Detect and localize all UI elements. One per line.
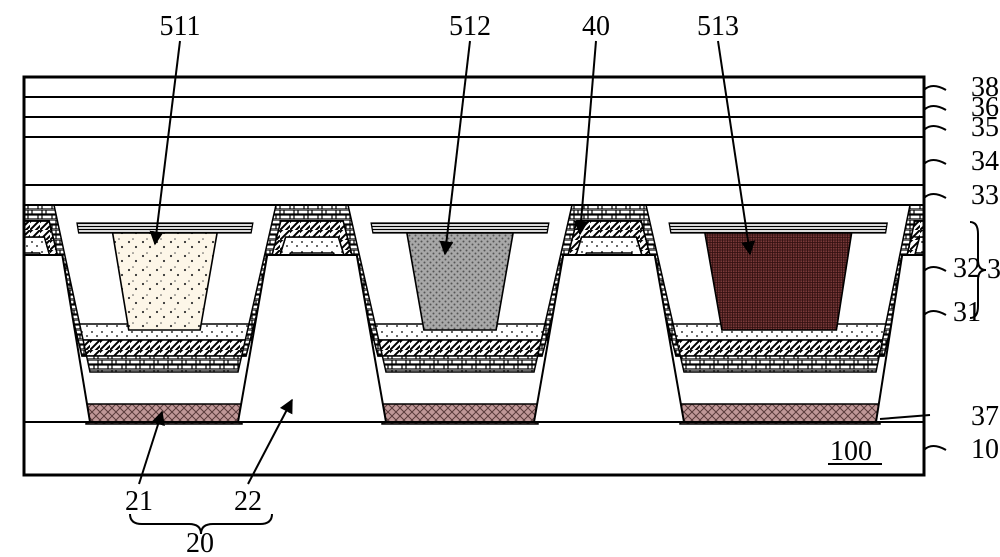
svg-text:32: 32 bbox=[953, 253, 981, 284]
svg-text:34: 34 bbox=[971, 146, 999, 177]
svg-text:10: 10 bbox=[971, 434, 999, 465]
svg-text:20: 20 bbox=[186, 528, 214, 557]
diagram-svg: 3836353433511512405133231303710212220100 bbox=[0, 0, 1000, 557]
svg-text:30: 30 bbox=[987, 254, 1000, 285]
svg-text:33: 33 bbox=[971, 180, 999, 211]
svg-text:22: 22 bbox=[234, 486, 262, 517]
svg-text:35: 35 bbox=[971, 112, 999, 143]
label-40: 40 bbox=[582, 11, 610, 42]
well-512 bbox=[407, 233, 513, 330]
well-513 bbox=[705, 233, 852, 330]
svg-text:21: 21 bbox=[125, 486, 153, 517]
cross-section bbox=[24, 77, 924, 475]
layer-40 bbox=[669, 223, 887, 233]
well-511 bbox=[113, 233, 217, 330]
label-511: 511 bbox=[160, 11, 201, 42]
part-number: 100 bbox=[830, 436, 872, 467]
label-513: 513 bbox=[697, 11, 739, 42]
svg-text:37: 37 bbox=[971, 401, 999, 432]
layer-40 bbox=[371, 223, 549, 233]
layer-40 bbox=[77, 223, 253, 233]
label-512: 512 bbox=[449, 11, 491, 42]
